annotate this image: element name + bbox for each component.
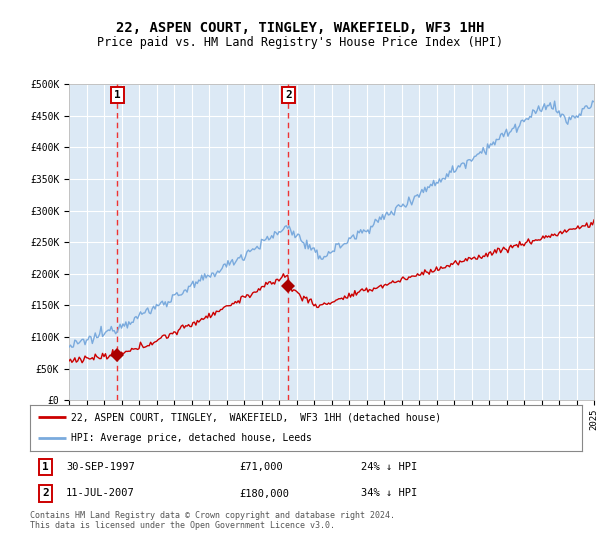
Text: 24% ↓ HPI: 24% ↓ HPI xyxy=(361,462,418,472)
Text: 11-JUL-2007: 11-JUL-2007 xyxy=(66,488,134,498)
Text: 30-SEP-1997: 30-SEP-1997 xyxy=(66,462,134,472)
Text: 22, ASPEN COURT, TINGLEY,  WAKEFIELD,  WF3 1HH (detached house): 22, ASPEN COURT, TINGLEY, WAKEFIELD, WF3… xyxy=(71,412,442,422)
Text: 2: 2 xyxy=(42,488,49,498)
Text: 34% ↓ HPI: 34% ↓ HPI xyxy=(361,488,418,498)
Text: 1: 1 xyxy=(42,462,49,472)
Text: 1: 1 xyxy=(114,90,121,100)
Text: Contains HM Land Registry data © Crown copyright and database right 2024.
This d: Contains HM Land Registry data © Crown c… xyxy=(30,511,395,530)
Text: £71,000: £71,000 xyxy=(240,462,284,472)
Text: 22, ASPEN COURT, TINGLEY, WAKEFIELD, WF3 1HH: 22, ASPEN COURT, TINGLEY, WAKEFIELD, WF3… xyxy=(116,21,484,35)
Text: £180,000: £180,000 xyxy=(240,488,290,498)
Text: Price paid vs. HM Land Registry's House Price Index (HPI): Price paid vs. HM Land Registry's House … xyxy=(97,36,503,49)
Text: HPI: Average price, detached house, Leeds: HPI: Average price, detached house, Leed… xyxy=(71,433,312,444)
Text: 2: 2 xyxy=(285,90,292,100)
